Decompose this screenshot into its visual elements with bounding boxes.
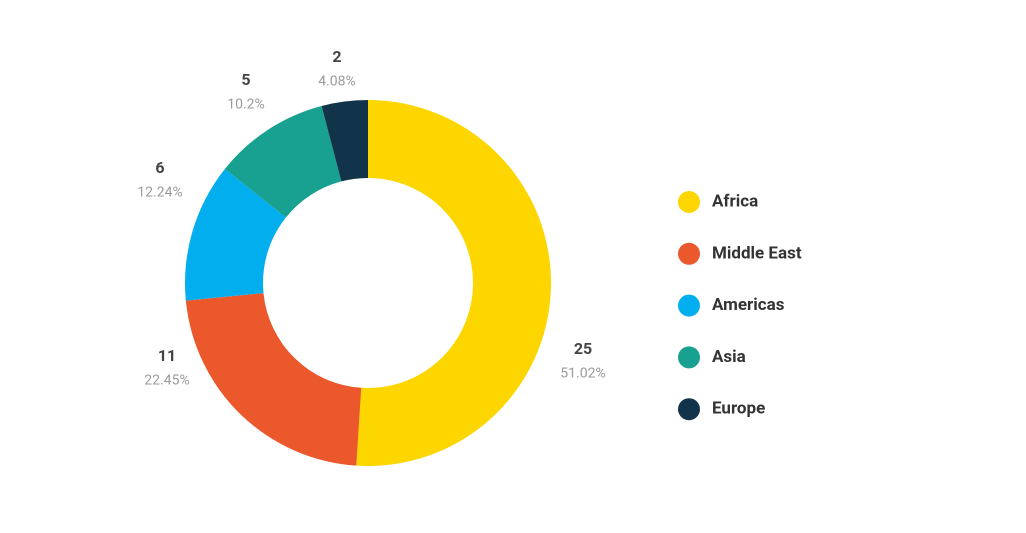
- legend-swatch: [678, 191, 700, 213]
- percent-label: 10.2%: [227, 97, 265, 113]
- legend-label: Middle East: [712, 243, 802, 263]
- percent-label: 4.08%: [318, 74, 356, 90]
- percent-label: 22.45%: [144, 373, 189, 389]
- legend-label: Americas: [712, 295, 785, 315]
- percent-label: 51.02%: [560, 366, 605, 382]
- value-label: 25: [574, 339, 592, 358]
- legend-swatch: [678, 242, 700, 265]
- value-label: 5: [241, 70, 250, 89]
- donut-slice: [356, 99, 552, 466]
- value-label: 11: [158, 346, 176, 365]
- donut-slice: [185, 168, 286, 301]
- legend-label: Europe: [712, 399, 765, 419]
- legend-swatch: [678, 346, 700, 369]
- legend-swatch: [678, 398, 700, 421]
- legend-swatch: [678, 294, 700, 317]
- value-label: 6: [155, 158, 164, 177]
- legend-label: Asia: [712, 347, 746, 367]
- legend-label: Africa: [712, 191, 758, 211]
- percent-label: 12.24%: [137, 185, 182, 201]
- value-label: 2: [332, 47, 341, 66]
- donut-slice: [224, 105, 342, 218]
- donut-slice: [185, 293, 362, 466]
- donut-slice: [321, 100, 368, 182]
